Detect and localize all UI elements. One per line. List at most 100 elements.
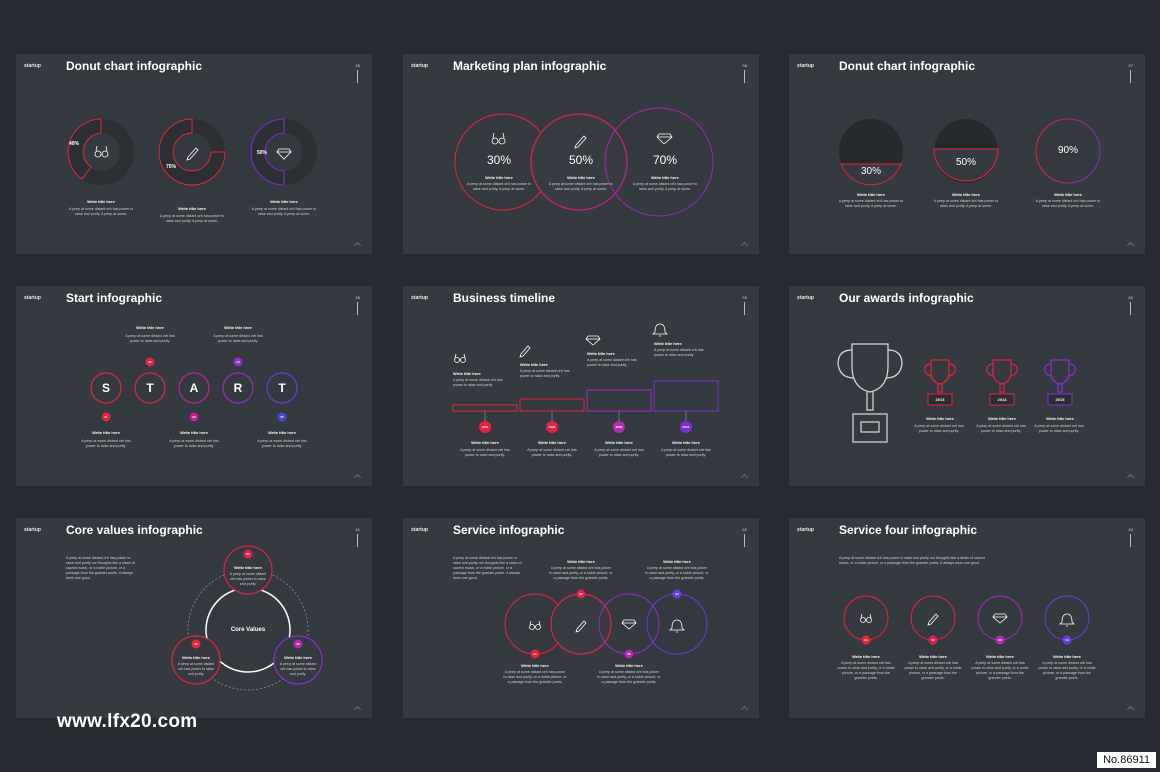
- slide-number: 59: [742, 295, 747, 300]
- binoculars-icon: [491, 132, 506, 145]
- slide-donut-chart-55[interactable]: startup Donut chart infographic 55 40% 7…: [16, 54, 372, 254]
- slide-title: Donut chart infographic: [839, 59, 975, 73]
- item-title: Write title here: [538, 440, 566, 445]
- item-text: A peep at some distant orb has power to …: [548, 182, 614, 191]
- year-2022: 2022: [548, 425, 556, 429]
- item-title: Write title here: [270, 199, 298, 204]
- slide-number: 60: [1128, 295, 1133, 300]
- item-text: A peep at some distant orb has power to …: [597, 670, 661, 684]
- item-title: Write title here: [663, 559, 691, 564]
- letter-r: R: [233, 381, 243, 395]
- binoculars-icon: [94, 145, 109, 158]
- item-title: Write title here: [567, 175, 595, 180]
- item-text: A peep at some distant orb has power to …: [251, 207, 317, 216]
- divider: [357, 70, 358, 83]
- pencil-icon: [186, 147, 199, 161]
- slide-title: Service four infographic: [839, 523, 978, 537]
- binoculars-icon: [454, 353, 466, 363]
- item-text: A peep at some distant orb has power to …: [527, 448, 577, 457]
- core-values-cycle-graphic: [171, 545, 323, 691]
- brand-label: startup: [797, 527, 814, 533]
- item-title: Write title here: [1054, 192, 1082, 197]
- service-four-graphic: [843, 595, 1090, 645]
- badge-03: 03: [627, 652, 631, 656]
- pencil-icon: [519, 345, 531, 358]
- item-text: A peep at some distant orb has power to …: [904, 661, 962, 680]
- slide-core-values-61[interactable]: startup Core values infographic 61 01 02…: [16, 518, 372, 718]
- value-1: 30%: [860, 166, 881, 177]
- item-title: Write title here: [182, 655, 210, 660]
- item-text: A peep at some distant orb has power to …: [661, 448, 711, 457]
- trophy-icon: [924, 359, 956, 393]
- reference-number-stamp: No.86911: [1097, 752, 1156, 768]
- badge-03: 03: [998, 638, 1002, 642]
- item-text: A peep at some distant orb has power to …: [466, 182, 532, 191]
- item-title: Write title here: [857, 192, 885, 197]
- item-title: Write title here: [234, 565, 262, 570]
- trophy-icon: [1044, 359, 1076, 393]
- brand-label: startup: [797, 63, 814, 69]
- value-2: 50%: [955, 157, 976, 168]
- brand-label: startup: [411, 63, 428, 69]
- badge-04: 04: [1065, 638, 1069, 642]
- item-title: Write title here: [453, 371, 481, 376]
- slide-marketing-plan-56[interactable]: startup Marketing plan infographic 56 30…: [403, 54, 759, 254]
- badge-02: 02: [579, 592, 583, 596]
- divider: [1130, 302, 1131, 315]
- item-text: A peep at some distant orb has power to …: [453, 378, 503, 387]
- divider: [357, 534, 358, 547]
- brand-label: startup: [24, 527, 41, 533]
- award-year-2015: 2015: [1055, 397, 1065, 402]
- divider: [1130, 70, 1131, 83]
- bell-icon: [1059, 613, 1075, 627]
- fill-circles-graphic: [839, 118, 1101, 186]
- slide-title: Our awards infographic: [839, 291, 974, 305]
- slide-service-four-63[interactable]: startup Service four infographic 63 01 0…: [789, 518, 1145, 718]
- item-text: A peep at some distant orb has power to …: [933, 199, 999, 208]
- item-title: Write title here: [87, 199, 115, 204]
- slide-service-62[interactable]: startup Service infographic 62 01 02 03 …: [403, 518, 759, 718]
- item-title: Write title here: [284, 655, 312, 660]
- item-title: Write title here: [268, 430, 296, 435]
- donut-value-1: 40%: [69, 141, 80, 147]
- bell-icon: [669, 619, 685, 633]
- value-1: 30%: [486, 153, 512, 167]
- item-text: A peep at some distant orb has power to …: [971, 661, 1029, 680]
- item-text: A peep at some distant orb has power to …: [587, 358, 637, 367]
- venn-circles-graphic: [454, 107, 714, 217]
- badge-04: 04: [675, 592, 679, 596]
- slide-business-timeline-59[interactable]: startup Business timeline 59 2021 2022 2…: [403, 286, 759, 486]
- item-title: Write title here: [224, 325, 252, 330]
- slide-start-infographic-58[interactable]: startup Start infographic 58 S T A R T 0…: [16, 286, 372, 486]
- badge-01: 01: [246, 552, 250, 556]
- badge-01: 01: [533, 652, 537, 656]
- slide-our-awards-60[interactable]: startup Our awards infographic 60: [789, 286, 1145, 486]
- divider: [1130, 534, 1131, 547]
- slide-donut-chart-57[interactable]: startup Donut chart infographic 57 30% 5…: [789, 54, 1145, 254]
- item-text: A peep at some distant orb has power to …: [460, 448, 510, 457]
- trophy-icon: [837, 343, 903, 443]
- slide-title: Business timeline: [453, 291, 556, 305]
- item-title: Write title here: [651, 175, 679, 180]
- item-title: Write title here: [852, 654, 880, 659]
- diamond-icon: [621, 619, 637, 630]
- item-title: Write title here: [521, 663, 549, 668]
- item-text: A peep at some distant orb has power to …: [914, 424, 964, 433]
- brand-label: startup: [411, 295, 428, 301]
- item-text: A peep at some distant orb has power to …: [213, 334, 263, 343]
- item-text: A peep at some distant orb has power to …: [1038, 661, 1096, 680]
- award-year-2013: 2013: [935, 397, 945, 402]
- badge-02: 02: [931, 638, 935, 642]
- binoculars-icon: [529, 620, 541, 630]
- brand-label: startup: [24, 295, 41, 301]
- badge-01: 01: [864, 638, 868, 642]
- divider: [357, 302, 358, 315]
- item-title: Write title here: [1053, 654, 1081, 659]
- slide-number: 62: [742, 527, 747, 532]
- badge-01: 01: [104, 415, 108, 419]
- item-text: A peep at some distant orb has power to …: [503, 670, 567, 684]
- item-title: Write title here: [92, 430, 120, 435]
- item-text: A peep at some distant orb has power to …: [976, 424, 1026, 433]
- item-title: Write title here: [654, 341, 682, 346]
- slide-number: 58: [355, 295, 360, 300]
